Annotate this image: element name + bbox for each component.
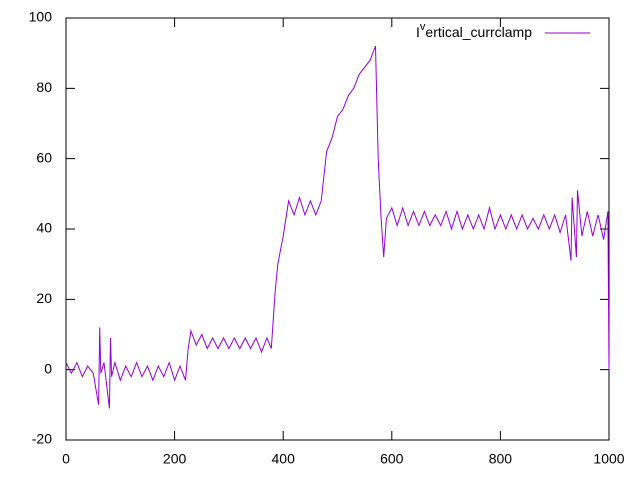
data-line <box>65 45 610 409</box>
y-tick-label: 60 <box>36 149 52 165</box>
legend-label: Ivertical_currclamp <box>416 21 532 40</box>
y-tick-label: 0 <box>44 360 52 376</box>
y-tick-label: -20 <box>32 431 52 447</box>
y-tick-label: 40 <box>36 220 52 236</box>
x-tick-label: 1000 <box>593 451 624 467</box>
x-tick-label: 600 <box>380 451 404 467</box>
y-tick-label: 20 <box>36 290 52 306</box>
legend-text: I <box>416 24 420 40</box>
y-tick-label: 100 <box>29 9 53 25</box>
legend-text: v <box>420 21 426 33</box>
y-tick-label: 80 <box>36 79 52 95</box>
plot-border <box>65 17 610 441</box>
x-tick-label: 200 <box>163 451 187 467</box>
x-tick-label: 0 <box>62 451 70 467</box>
x-tick-label: 400 <box>272 451 296 467</box>
x-tick-label: 800 <box>489 451 513 467</box>
legend-text: ertical_currclamp <box>425 24 532 40</box>
